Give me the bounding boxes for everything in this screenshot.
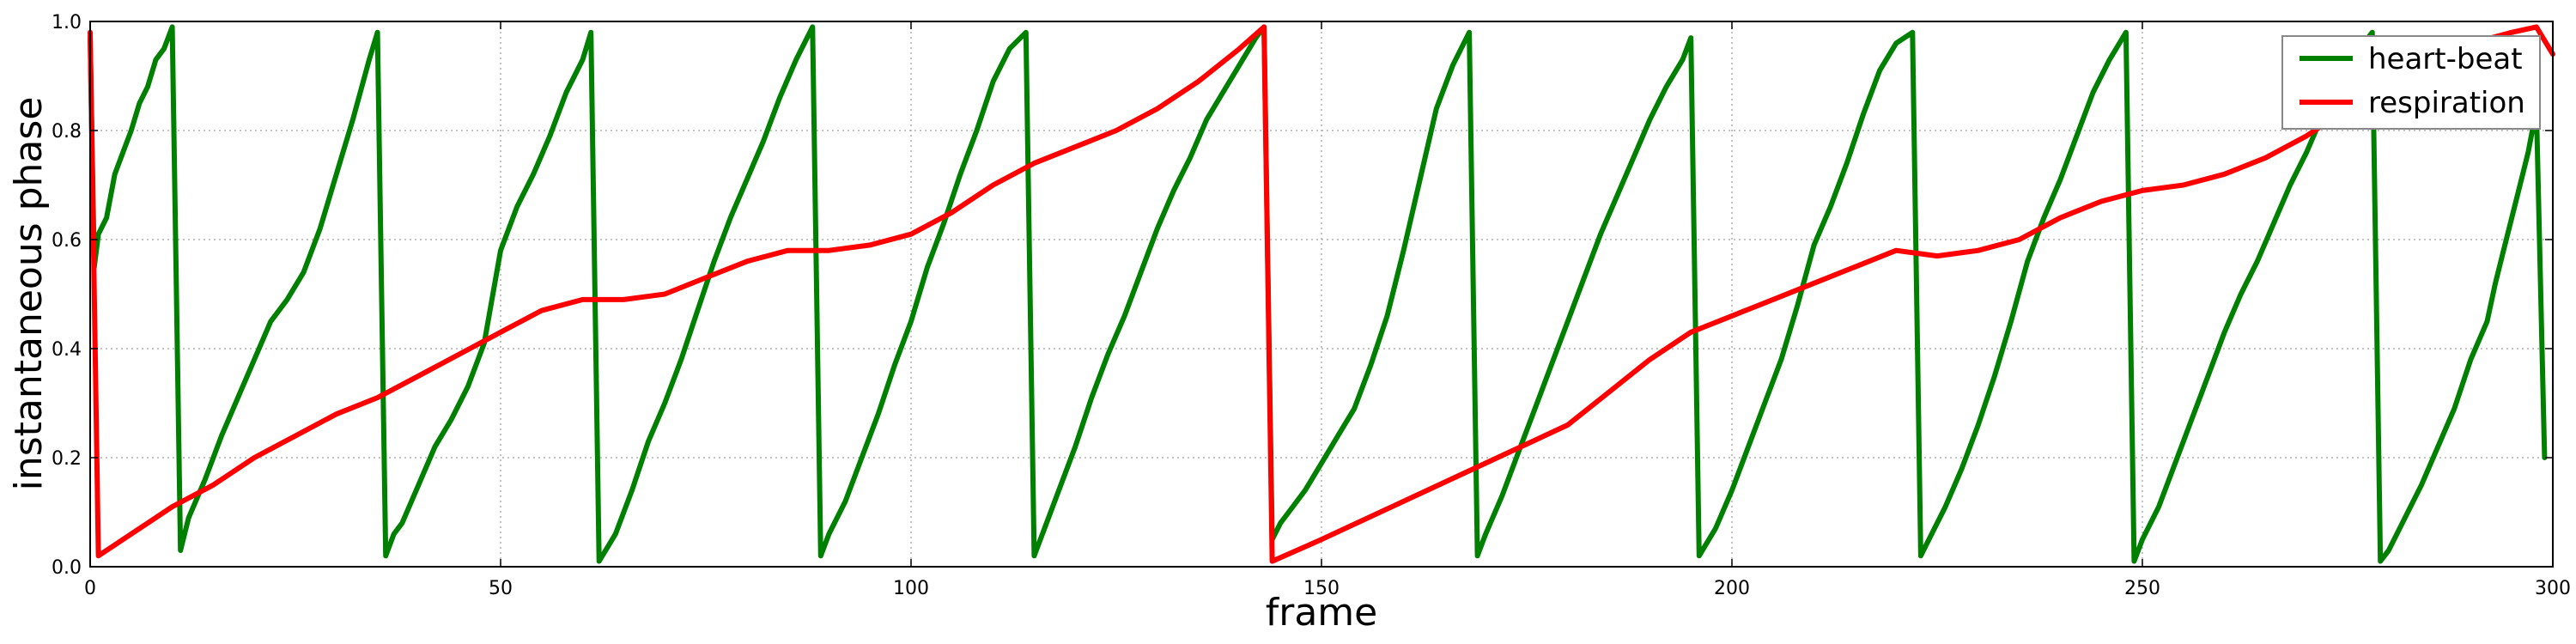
x-tick-label: 200 [1714, 578, 1750, 599]
y-tick-label: 0.0 [52, 557, 82, 579]
y-tick-label: 0.6 [52, 230, 82, 252]
x-tick-label: 150 [1303, 578, 1340, 599]
x-axis-label: frame [1266, 591, 1377, 635]
ticks [89, 21, 2554, 568]
plot-background [90, 21, 2553, 567]
y-tick-label: 1.0 [52, 12, 82, 33]
x-tick-label: 100 [893, 578, 929, 599]
x-tick-label: 250 [2124, 578, 2160, 599]
series-line-heart-beat [88, 24, 2548, 564]
y-tick-label: 0.8 [52, 121, 82, 143]
legend-respiration-label: respiration [2368, 86, 2525, 120]
y-tick-label: 0.2 [52, 448, 82, 470]
x-tick-label: 300 [2535, 578, 2571, 599]
legend: heart-beat respiration [2281, 35, 2541, 130]
y-axis-label: instantaneous phase [7, 97, 51, 491]
x-tick-label: 50 [489, 578, 513, 599]
series-line-respiration [88, 24, 2555, 564]
series-layer [88, 24, 2555, 564]
grid-lines [90, 21, 2553, 567]
x-tick-labels: 0 50 100 150 200 250 300 [84, 578, 2571, 599]
x-tick-label: 0 [84, 578, 96, 599]
y-tick-labels: 0.0 0.2 0.4 0.6 0.8 1.0 [52, 12, 82, 579]
y-tick-label: 0.4 [52, 339, 82, 361]
legend-heart-beat-label: heart-beat [2368, 42, 2523, 76]
legend-box [2281, 35, 2541, 130]
